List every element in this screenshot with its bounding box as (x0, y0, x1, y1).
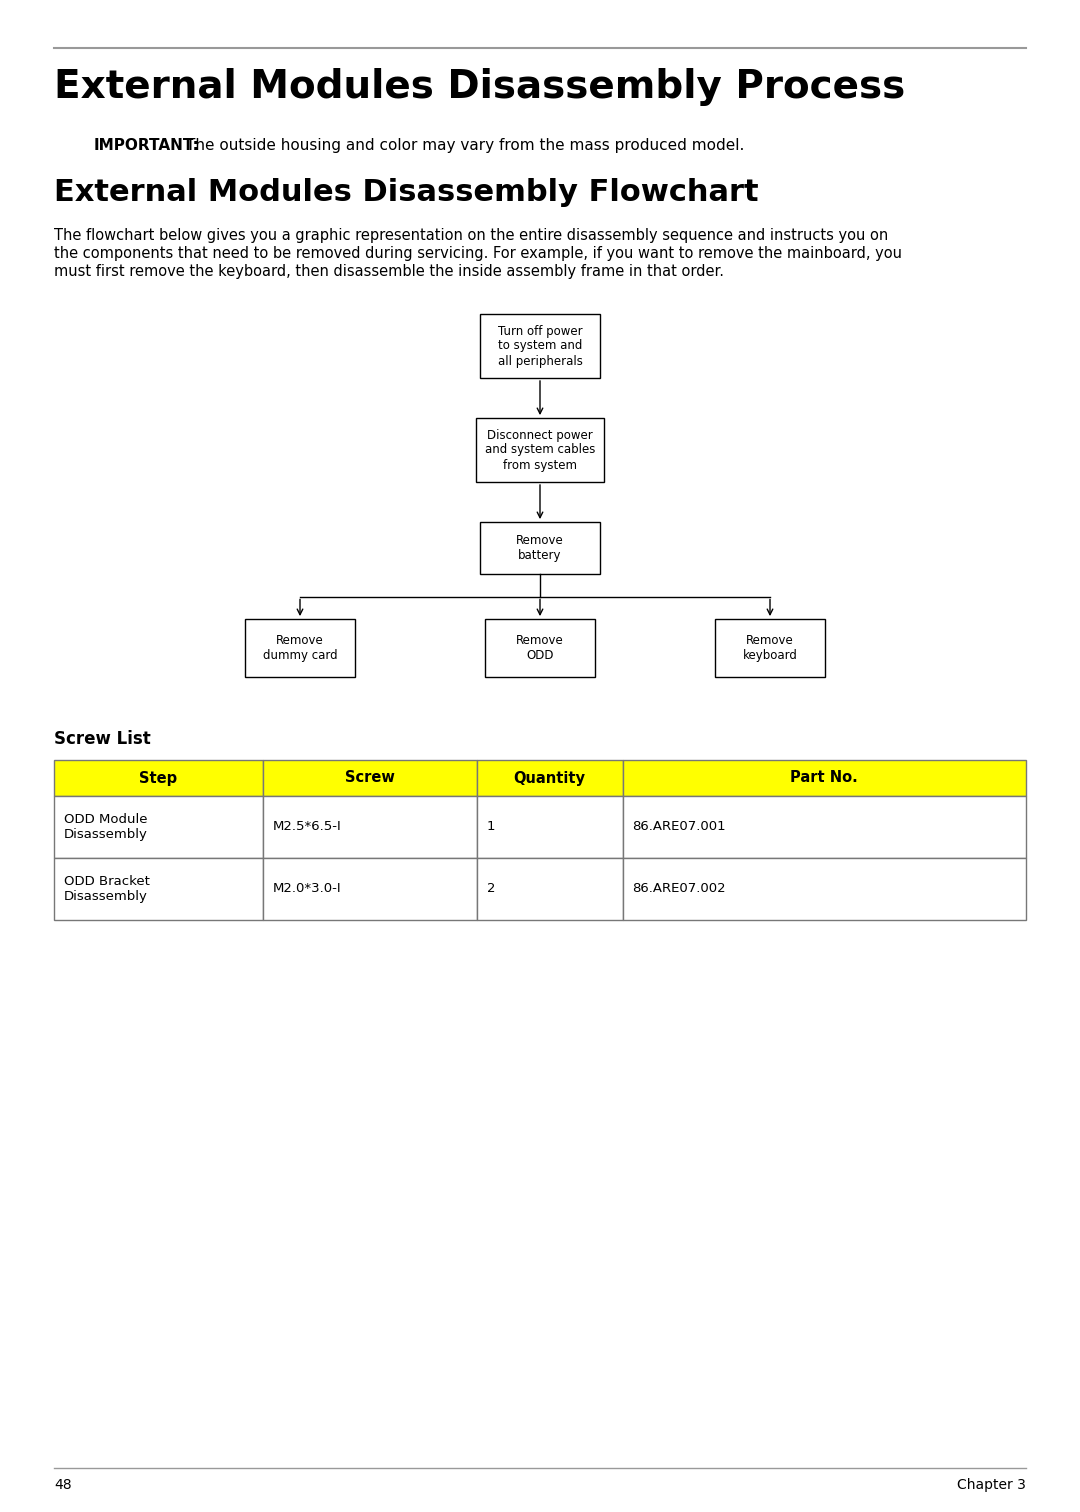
Bar (477, 857, 622, 919)
Bar (622, 761, 1026, 795)
Bar (622, 795, 1026, 857)
Bar (264, 761, 477, 795)
Bar (54, 795, 264, 857)
Bar (54, 761, 264, 795)
Bar (264, 795, 477, 857)
Text: Quantity: Quantity (514, 771, 585, 786)
Text: Remove
battery: Remove battery (516, 534, 564, 562)
Bar (477, 795, 622, 857)
Text: the components that need to be removed during servicing. For example, if you wan: the components that need to be removed d… (54, 246, 902, 262)
Text: Screw List: Screw List (54, 730, 151, 748)
Bar (264, 857, 477, 919)
Text: Chapter 3: Chapter 3 (957, 1479, 1026, 1492)
Bar (480, 522, 600, 575)
Bar (485, 618, 595, 677)
Bar (480, 314, 600, 378)
Text: Screw: Screw (345, 771, 395, 786)
Bar (54, 857, 264, 919)
Text: External Modules Disassembly Process: External Modules Disassembly Process (54, 68, 905, 106)
Bar (622, 857, 1026, 919)
Text: M2.5*6.5-I: M2.5*6.5-I (273, 821, 341, 833)
Text: The flowchart below gives you a graphic representation on the entire disassembly: The flowchart below gives you a graphic … (54, 228, 888, 243)
Bar (715, 618, 825, 677)
Bar (245, 618, 355, 677)
Text: M2.0*3.0-I: M2.0*3.0-I (273, 883, 341, 895)
Text: 86.ARE07.002: 86.ARE07.002 (633, 883, 726, 895)
Text: 1: 1 (487, 821, 496, 833)
Text: 2: 2 (487, 883, 496, 895)
Text: Disconnect power
and system cables
from system: Disconnect power and system cables from … (485, 428, 595, 472)
Text: Turn off power
to system and
all peripherals: Turn off power to system and all periphe… (498, 325, 582, 367)
Text: ODD Module
Disassembly: ODD Module Disassembly (64, 813, 148, 841)
Text: must first remove the keyboard, then disassemble the inside assembly frame in th: must first remove the keyboard, then dis… (54, 265, 724, 280)
Text: Step: Step (139, 771, 177, 786)
Text: Part No.: Part No. (791, 771, 859, 786)
Text: Remove
dummy card: Remove dummy card (262, 634, 337, 662)
Text: The outside housing and color may vary from the mass produced model.: The outside housing and color may vary f… (186, 138, 744, 153)
Text: 86.ARE07.001: 86.ARE07.001 (633, 821, 726, 833)
Text: Remove
keyboard: Remove keyboard (743, 634, 797, 662)
Text: ODD Bracket
Disassembly: ODD Bracket Disassembly (64, 875, 150, 903)
Bar (477, 761, 622, 795)
Text: External Modules Disassembly Flowchart: External Modules Disassembly Flowchart (54, 178, 758, 207)
Text: IMPORTANT:: IMPORTANT: (94, 138, 200, 153)
Bar (476, 417, 604, 482)
Text: 48: 48 (54, 1479, 71, 1492)
Text: Remove
ODD: Remove ODD (516, 634, 564, 662)
